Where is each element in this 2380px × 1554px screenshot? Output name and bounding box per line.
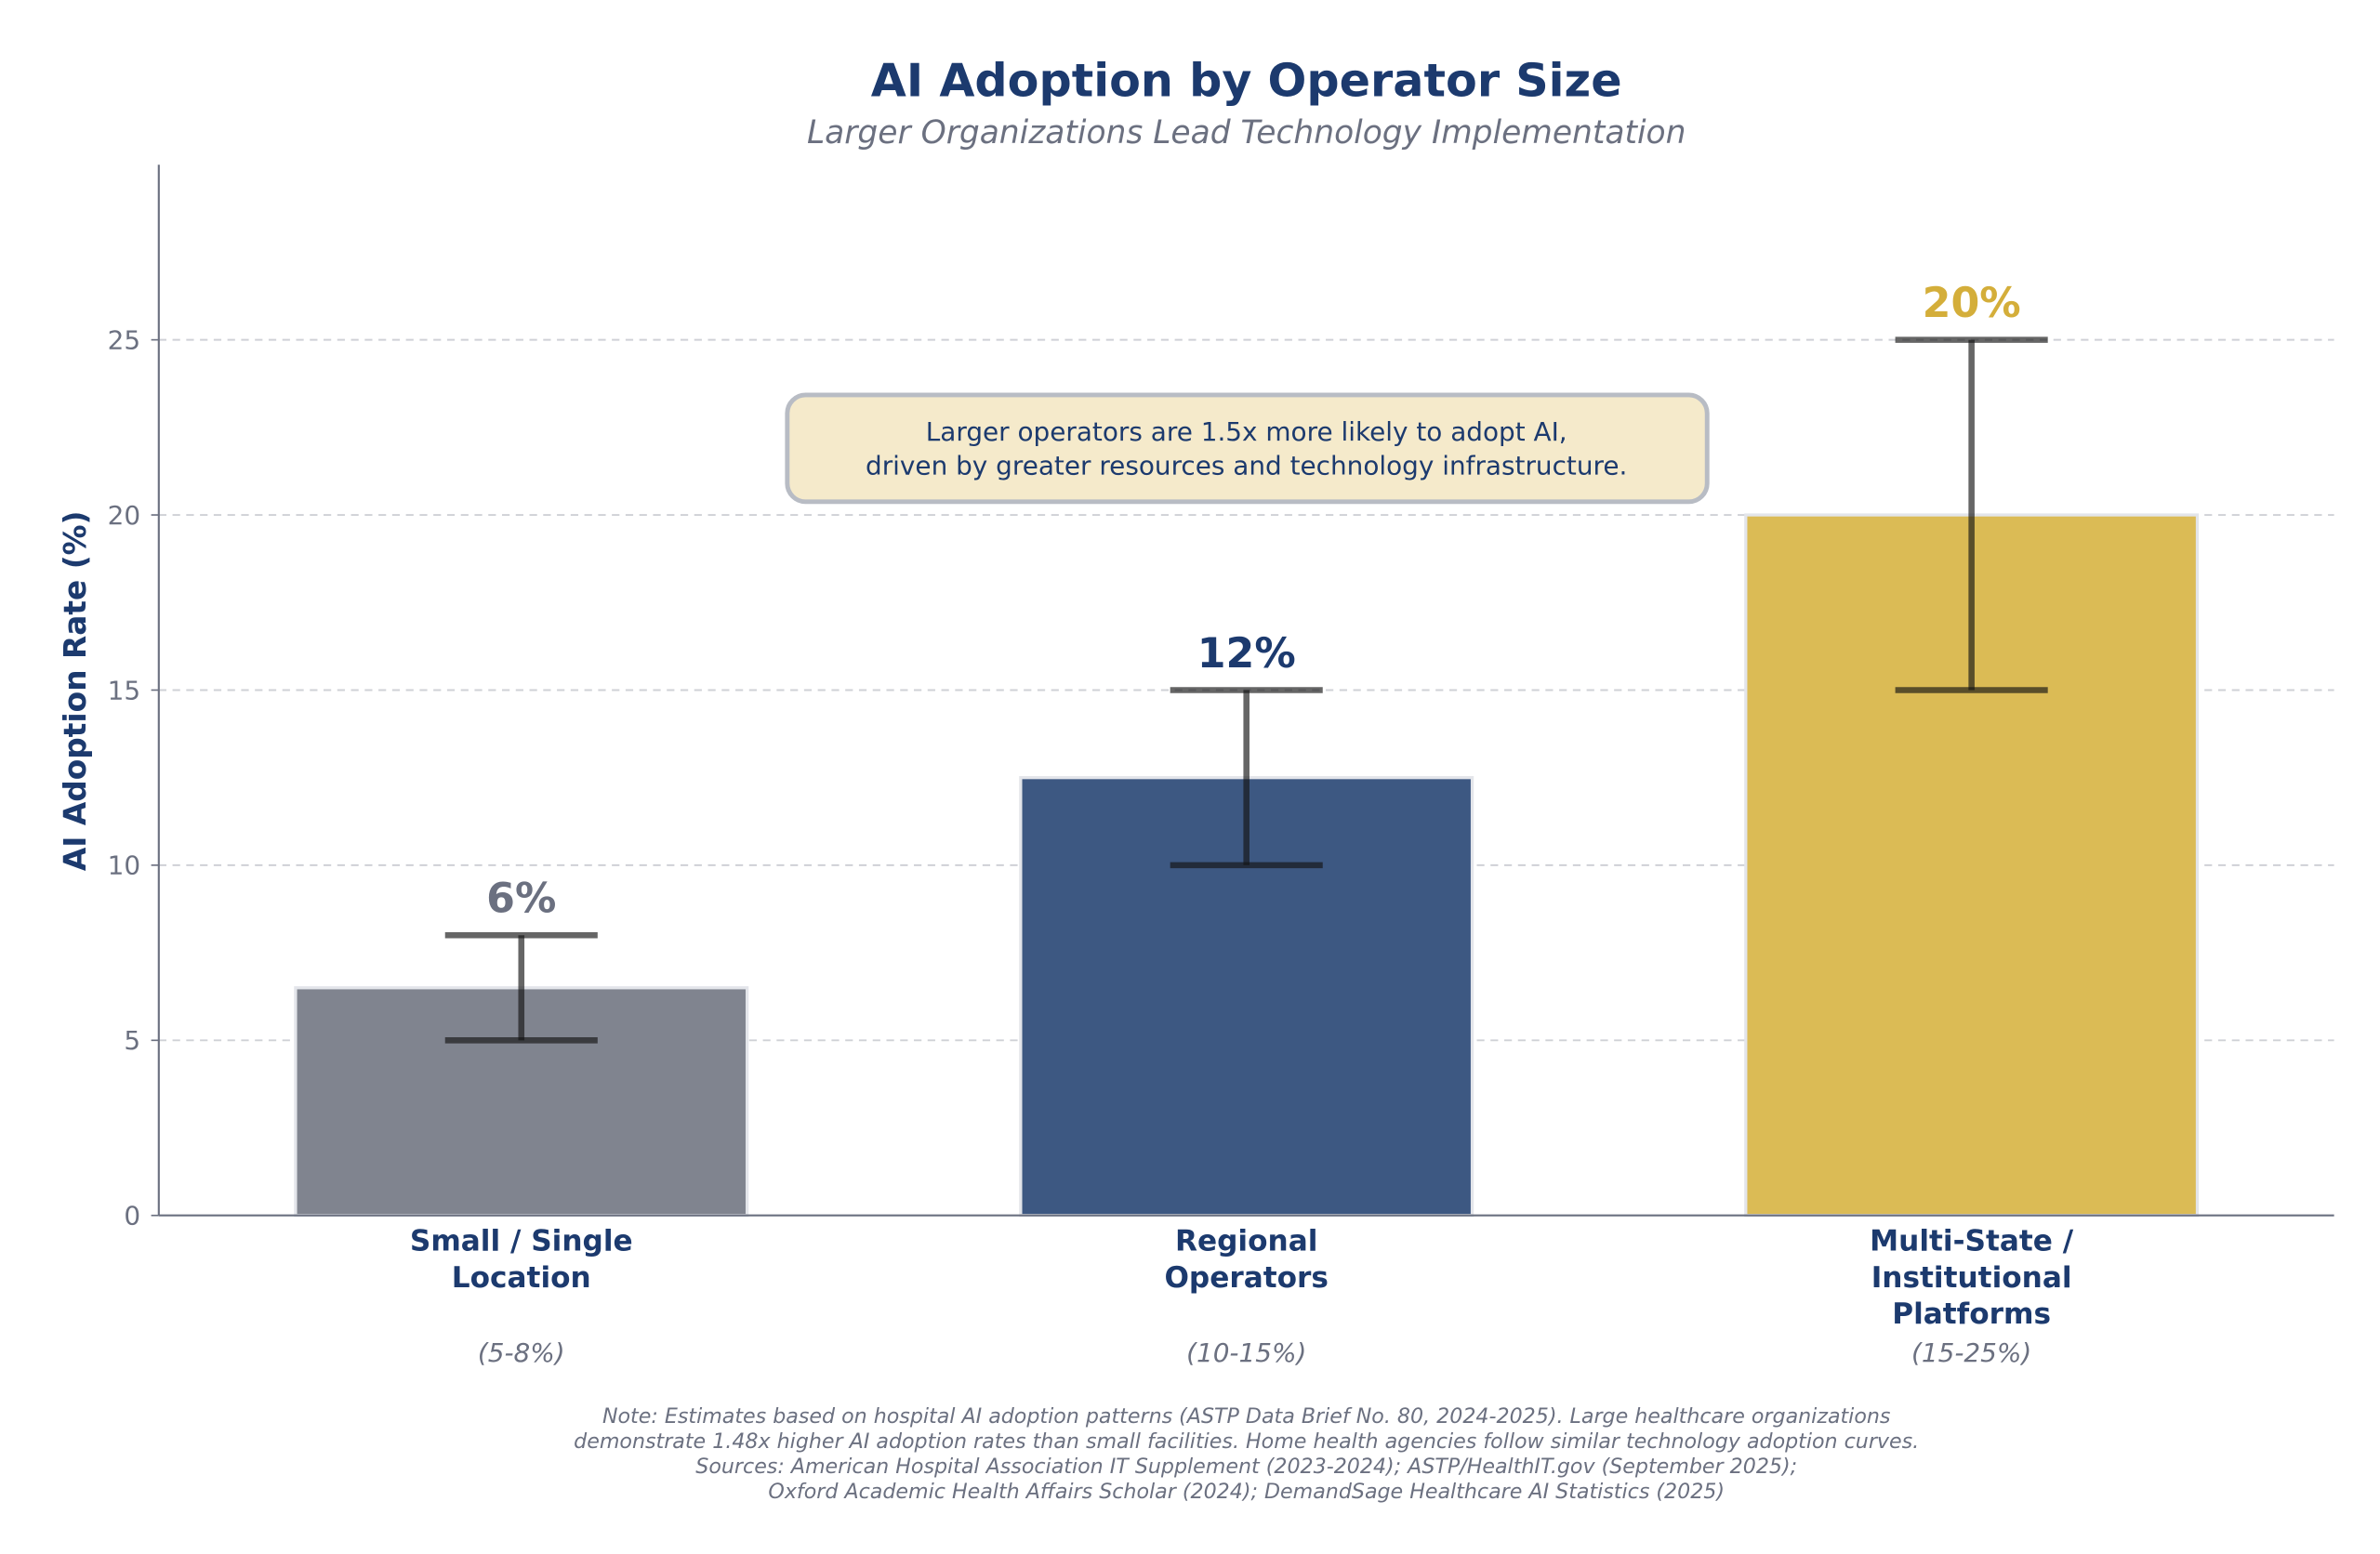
category-label: Regional Operators	[1164, 1224, 1329, 1294]
range-label: (15-25%)	[1911, 1337, 2031, 1368]
range-label: (5-8%)	[478, 1337, 565, 1368]
axes: 0 5 10 15 20 25	[108, 165, 2334, 1231]
category-label: Small / Single Location	[410, 1224, 633, 1294]
y-tick-label: 0	[124, 1201, 140, 1231]
footnote: Note: Estimates based on hospital AI ado…	[574, 1404, 1919, 1504]
y-tick-label: 5	[124, 1025, 140, 1056]
chart-subtitle: Larger Organizations Lead Technology Imp…	[807, 114, 1686, 151]
annotation-text: Larger operators are 1.5x more likely to…	[866, 416, 1627, 481]
chart-title: AI Adoption by Operator Size	[871, 53, 1622, 107]
y-axis-label: AI Adoption Rate (%)	[58, 510, 93, 871]
data-label: 6%	[486, 876, 556, 923]
data-label: 20%	[1923, 280, 2021, 327]
category-label: Multi-State / Institutional Platforms	[1870, 1224, 2074, 1331]
y-tick-label: 10	[108, 850, 140, 881]
y-tick-label: 20	[108, 500, 140, 531]
annotation-box: Larger operators are 1.5x more likely to…	[785, 392, 1710, 505]
y-tick-label: 25	[108, 324, 140, 355]
data-label: 12%	[1197, 630, 1296, 678]
labels: 6% Small / Single Location (5-8%) 12% Regiona…	[410, 280, 2074, 1368]
range-label: (10-15%)	[1186, 1337, 1306, 1368]
bars	[294, 336, 2200, 1218]
y-tick-label: 15	[108, 675, 140, 705]
